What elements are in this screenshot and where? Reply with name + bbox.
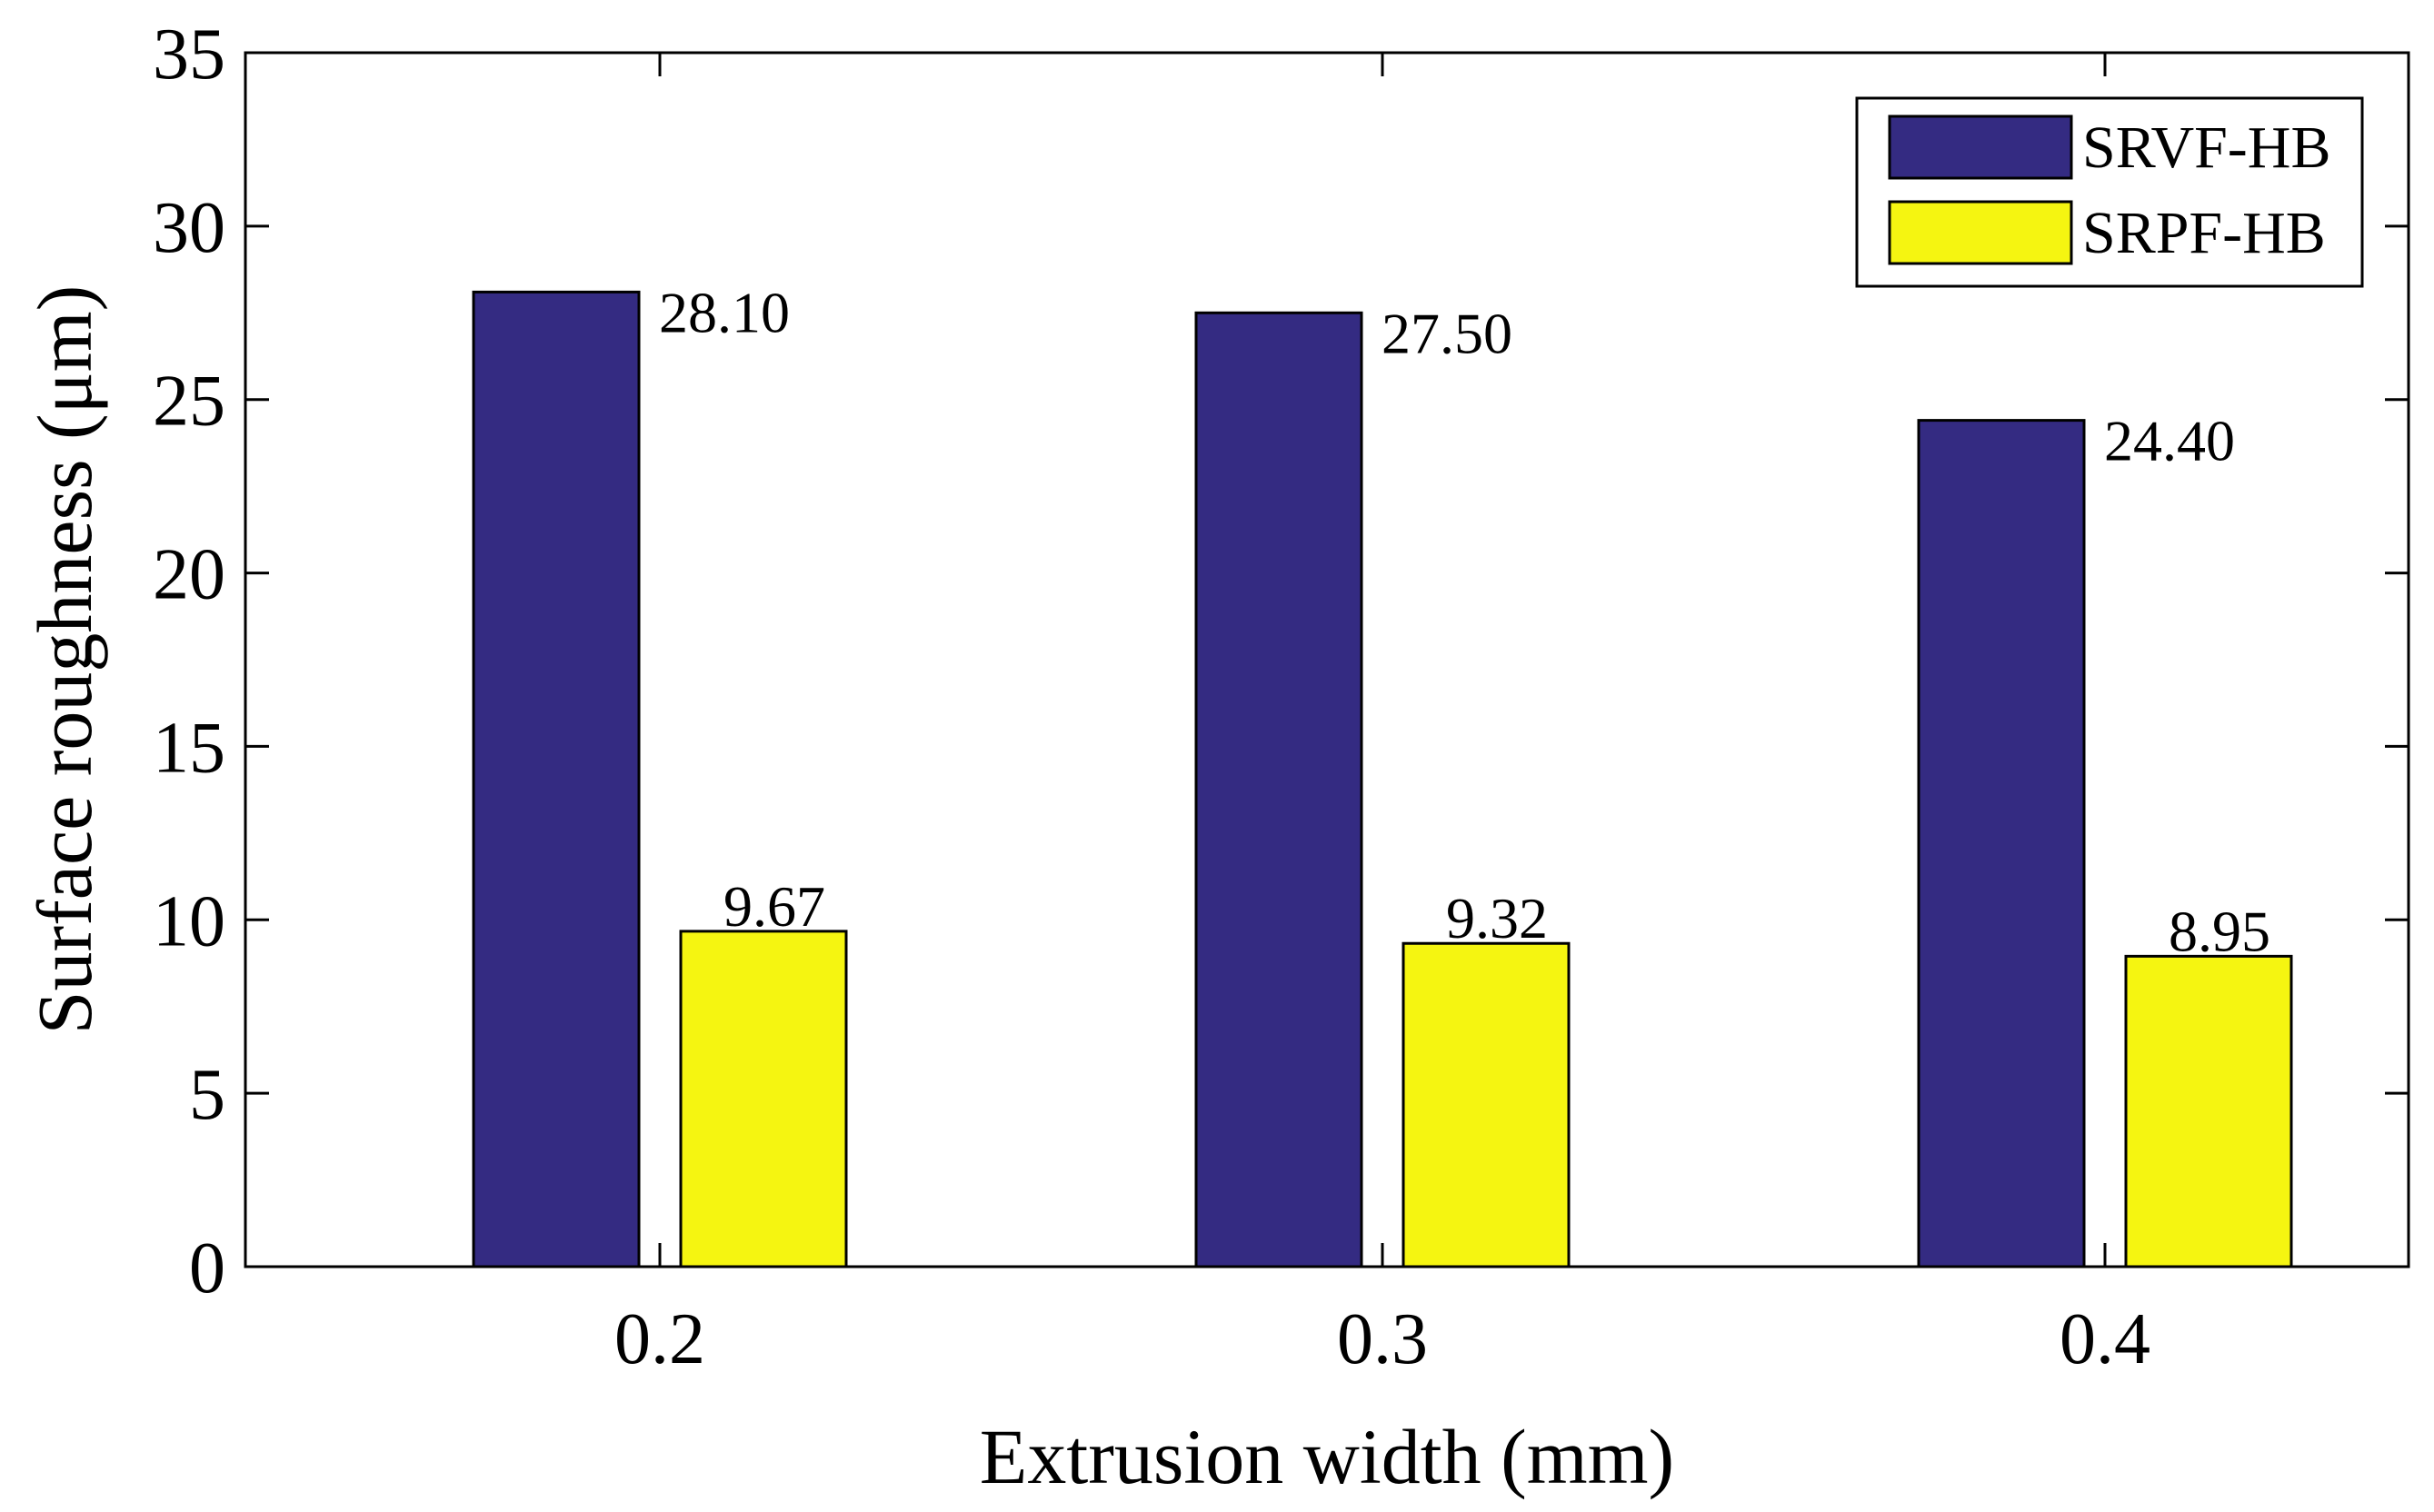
legend: SRVF-HB SRPF-HB [1855,96,2364,288]
legend-swatch-srpf-hb [1888,200,2073,265]
x-tick-label: 0.2 [614,1299,705,1379]
bar-srpf-hb-0.2 [679,930,848,1268]
y-tick-label: 30 [153,188,225,268]
data-label-srpf-hb-0.3: 9.32 [1446,886,1548,950]
bar-srvf-hb-0.4 [1917,419,2086,1268]
y-tick-label: 35 [153,15,225,94]
bars-layer [472,290,2293,1268]
y-tick-label: 0 [189,1228,225,1308]
y-tick-label: 15 [153,708,225,788]
data-label-srvf-hb-0.3: 27.50 [1382,301,1512,365]
y-axis-label: Surface roughness (μm) [21,285,108,1035]
plot-frame [244,51,2410,1268]
x-tick-label: 0.3 [1337,1299,1428,1379]
x-axis-label: Extrusion width (mm) [980,1413,1674,1500]
bar-srpf-hb-0.3 [1402,941,1571,1268]
x-tick-label: 0.4 [2060,1299,2150,1379]
y-tick-label: 20 [153,535,225,615]
axes-layer: 0 5 10 15 20 25 30 35 0.2 0.3 0.4 [153,15,2410,1379]
y-tick-label: 5 [189,1055,225,1135]
data-label-srvf-hb-0.2: 28.10 [659,280,790,344]
legend-label-srvf-hb: SRVF-HB [2082,114,2330,181]
data-label-srpf-hb-0.4: 8.95 [2169,899,2270,963]
data-label-srvf-hb-0.4: 24.40 [2104,409,2235,473]
bar-srvf-hb-0.2 [472,290,641,1268]
y-tick-label: 25 [153,362,225,442]
bar-srpf-hb-0.4 [2124,954,2293,1268]
legend-swatch-srvf-hb [1888,114,2073,180]
y-tick-label: 10 [153,881,225,961]
legend-label-srpf-hb: SRPF-HB [2082,200,2326,266]
bar-srvf-hb-0.3 [1194,311,1363,1268]
labels-layer: 28.10 27.50 24.40 9.67 9.32 8.95 [659,280,2270,963]
data-label-srpf-hb-0.2: 9.67 [723,874,825,939]
